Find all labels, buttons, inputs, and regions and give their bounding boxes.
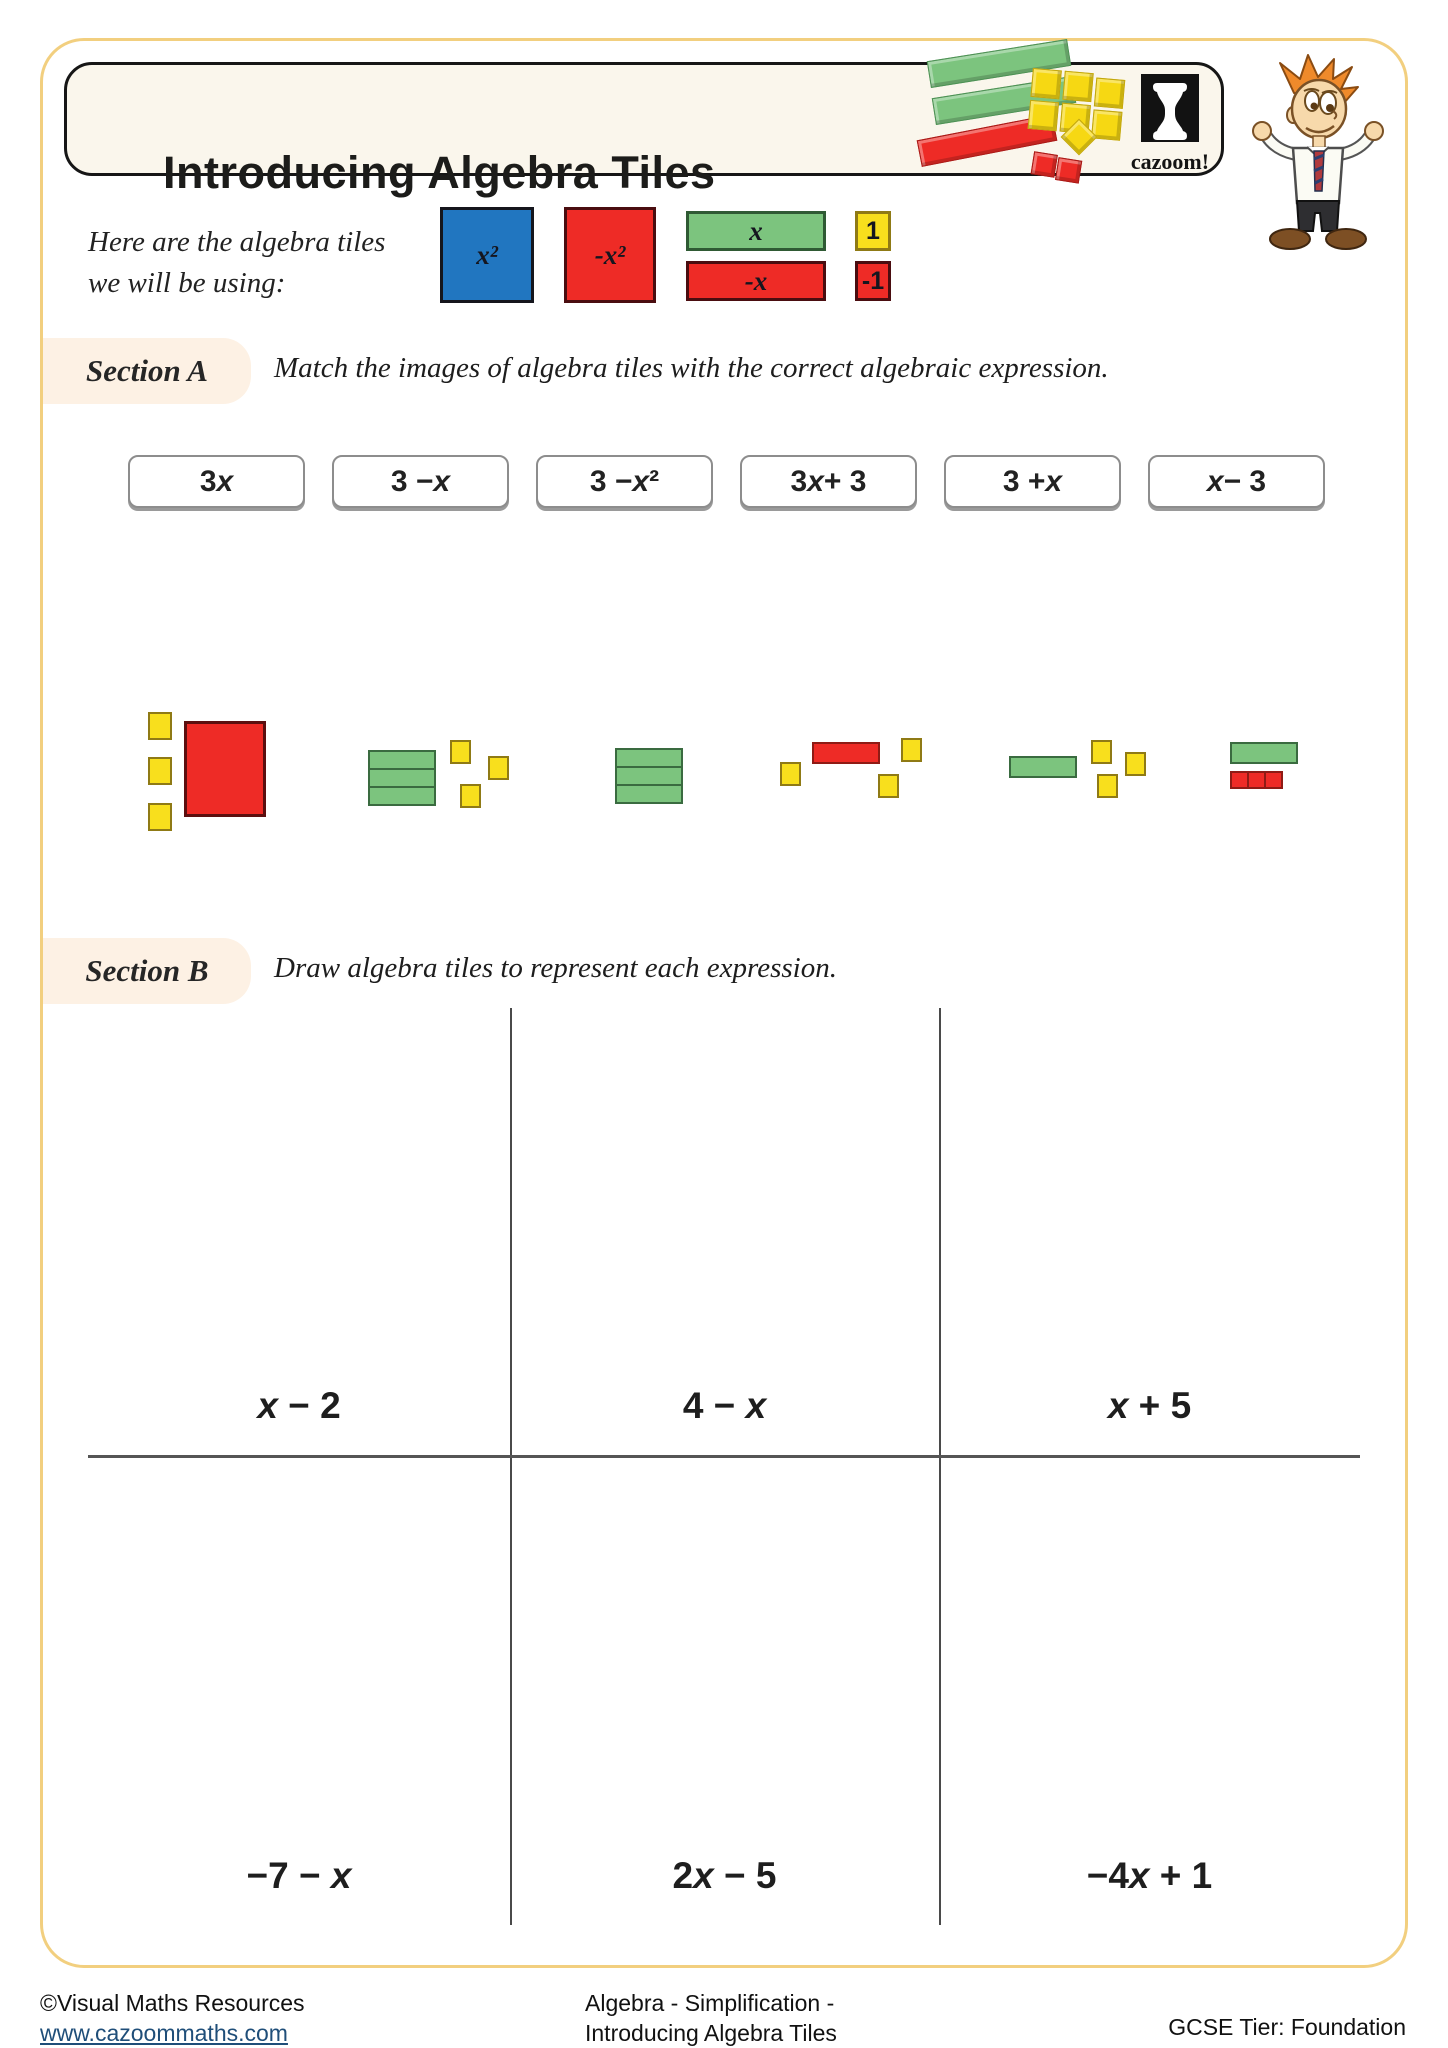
legend-tile-label: -1 xyxy=(861,266,885,295)
grid-horizontal-divider xyxy=(88,1455,1360,1458)
legend-tile-label: 1 xyxy=(866,216,880,245)
expression-cell: x − 2 xyxy=(257,1385,341,1426)
cartoon-character xyxy=(1252,54,1384,250)
cazoom-logo-text: cazoom! xyxy=(1130,149,1210,174)
expression-cell: −7 − x xyxy=(246,1855,352,1896)
section-b-instruction: Draw algebra tiles to represent each exp… xyxy=(274,952,837,984)
footer-copyright: ©Visual Maths Resources xyxy=(40,1990,305,2016)
footer-left: ©Visual Maths Resources www.cazoommaths.… xyxy=(40,1988,305,2048)
section-b-label: Section B xyxy=(43,938,251,1004)
legend-tile-label: -x² xyxy=(594,239,626,270)
legend-intro: Here are the algebra tiles we will be us… xyxy=(88,222,385,304)
footer-topic-line2: Introducing Algebra Tiles xyxy=(585,2020,837,2046)
legend-tile-negative-x-squared: -x² xyxy=(564,207,656,303)
footer-website-link[interactable]: www.cazoommaths.com xyxy=(40,2020,288,2046)
legend-tile-x-squared: x² xyxy=(440,207,534,303)
footer-center: Algebra - Simplification - Introducing A… xyxy=(585,1988,837,2048)
expression-cell: 4 − x xyxy=(682,1385,767,1426)
expression-box: x − 3 xyxy=(1148,455,1325,508)
section-a-label: Section A xyxy=(43,338,251,404)
expression-cell: −4x + 1 xyxy=(1086,1855,1213,1896)
section-a-instruction: Match the images of algebra tiles with t… xyxy=(274,352,1109,384)
expression-box: 3 − x xyxy=(332,455,509,508)
legend-tile-negative-x: -x xyxy=(686,261,826,301)
tile-group-6 xyxy=(1228,742,1308,797)
legend-tile-label: x² xyxy=(476,239,498,270)
grid-vertical-divider xyxy=(510,1008,512,1925)
legend-intro-line1: Here are the algebra tiles xyxy=(88,226,386,258)
expression-box: 3 + x xyxy=(944,455,1121,508)
legend-tile-label: -x xyxy=(744,265,768,296)
page-title: Introducing Algebra Tiles xyxy=(163,147,716,198)
tile-group-1 xyxy=(140,706,270,841)
footer-tier: GCSE Tier: Foundation xyxy=(1168,2014,1406,2040)
legend-intro-line2: we will be using: xyxy=(88,267,286,299)
tile-group-5 xyxy=(1006,736,1156,806)
page-border xyxy=(40,38,1408,1968)
expression-cell: x + 5 xyxy=(1107,1385,1192,1426)
footer-topic-line1: Algebra - Simplification - xyxy=(585,1990,835,2016)
legend-tile-negative-one: -1 xyxy=(855,261,891,301)
legend-tile-x: x xyxy=(686,211,826,251)
tile-group-3 xyxy=(615,748,695,808)
expression-cell: 2x − 5 xyxy=(672,1855,777,1896)
legend-tile-one: 1 xyxy=(855,211,891,251)
legend-tile-label: x xyxy=(749,215,763,246)
cazoom-logo: cazoom! xyxy=(1112,74,1228,175)
cazoom-drum-icon xyxy=(1141,74,1199,142)
tile-group-2 xyxy=(368,740,518,820)
tile-group-4 xyxy=(778,736,928,806)
grid-vertical-divider xyxy=(939,1008,941,1925)
